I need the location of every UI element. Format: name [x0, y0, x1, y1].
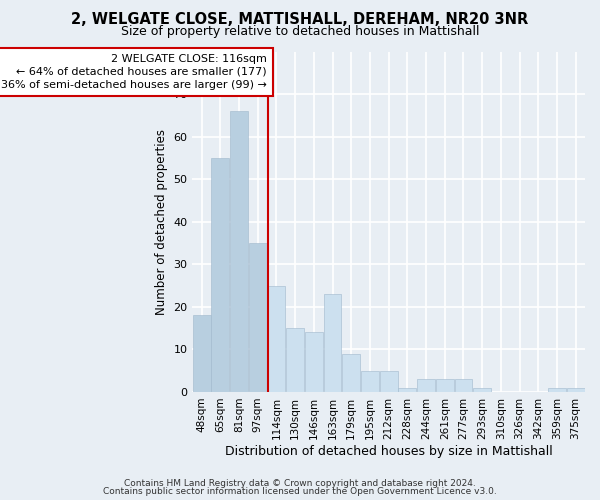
Bar [323, 294, 341, 392]
Bar [343, 354, 360, 392]
Text: Contains HM Land Registry data © Crown copyright and database right 2024.: Contains HM Land Registry data © Crown c… [124, 478, 476, 488]
Bar [193, 316, 211, 392]
Bar [286, 328, 304, 392]
Text: 2 WELGATE CLOSE: 116sqm
← 64% of detached houses are smaller (177)
36% of semi-d: 2 WELGATE CLOSE: 116sqm ← 64% of detache… [1, 54, 267, 90]
Bar [417, 379, 435, 392]
X-axis label: Distribution of detached houses by size in Mattishall: Distribution of detached houses by size … [225, 444, 553, 458]
Bar [548, 388, 566, 392]
Bar [305, 332, 323, 392]
Text: Contains public sector information licensed under the Open Government Licence v3: Contains public sector information licen… [103, 487, 497, 496]
Text: 2, WELGATE CLOSE, MATTISHALL, DEREHAM, NR20 3NR: 2, WELGATE CLOSE, MATTISHALL, DEREHAM, N… [71, 12, 529, 28]
Bar [380, 370, 398, 392]
Bar [249, 243, 266, 392]
Y-axis label: Number of detached properties: Number of detached properties [155, 128, 168, 314]
Bar [230, 111, 248, 392]
Bar [567, 388, 584, 392]
Text: Size of property relative to detached houses in Mattishall: Size of property relative to detached ho… [121, 25, 479, 38]
Bar [473, 388, 491, 392]
Bar [436, 379, 454, 392]
Bar [361, 370, 379, 392]
Bar [398, 388, 416, 392]
Bar [211, 158, 229, 392]
Bar [268, 286, 286, 392]
Bar [455, 379, 472, 392]
